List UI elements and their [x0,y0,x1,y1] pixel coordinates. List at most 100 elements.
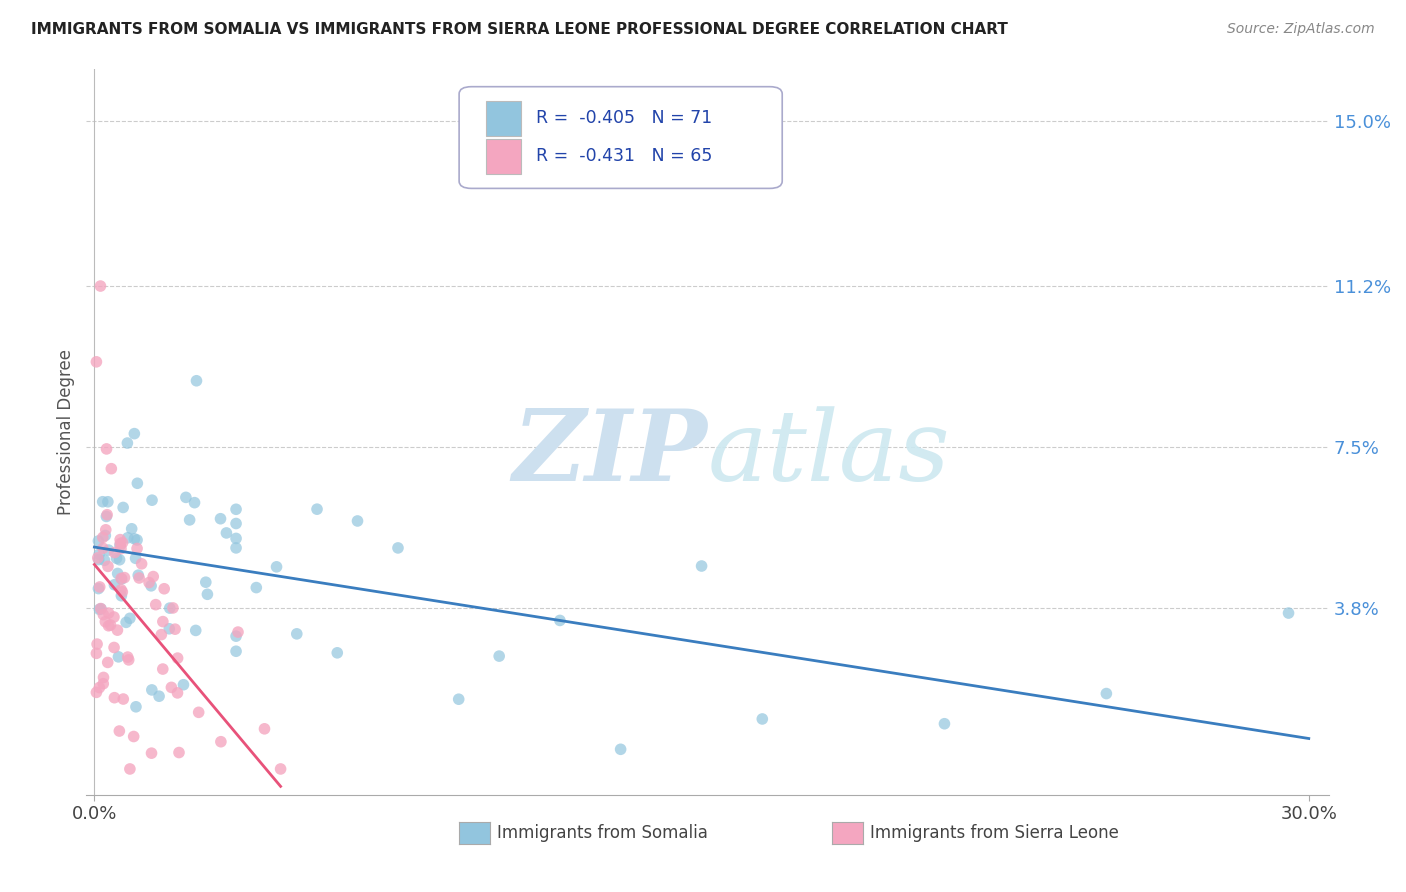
Point [107,623,129,637]
Point [142,569,165,583]
Point [751,712,773,726]
Point [447,692,470,706]
Point [93,670,115,684]
Point [148,690,170,704]
Point [112,500,135,515]
Point [91,541,114,556]
Point [166,686,188,700]
Point [346,514,368,528]
Point [125,541,148,556]
Text: Immigrants from Sierra Leone: Immigrants from Sierra Leone [870,824,1119,842]
Point [118,653,141,667]
Point [93,553,115,567]
Point [110,571,132,585]
Text: Source: ZipAtlas.com: Source: ZipAtlas.com [1227,22,1375,37]
Point [387,541,409,555]
Point [86,685,108,699]
Point [138,575,160,590]
Point [91,531,114,545]
Point [108,533,131,547]
Point [141,493,163,508]
Point [162,601,184,615]
Point [187,706,209,720]
Point [122,730,145,744]
Point [266,559,288,574]
Point [127,476,149,491]
Point [121,522,143,536]
Point [152,662,174,676]
Point [253,722,276,736]
Point [152,615,174,629]
Point [89,602,111,616]
Point [100,461,122,475]
Point [103,610,125,624]
Point [179,513,201,527]
Point [163,622,186,636]
Point [226,625,249,640]
FancyBboxPatch shape [460,87,782,188]
Point [97,656,120,670]
Point [87,533,110,548]
Point [305,502,328,516]
Point [141,746,163,760]
Point [110,582,132,597]
Point [111,585,134,599]
Point [89,681,111,695]
Point [186,374,208,388]
Point [110,541,132,556]
Point [97,559,120,574]
Point [159,601,181,615]
Point [108,538,131,552]
Text: IMMIGRANTS FROM SOMALIA VS IMMIGRANTS FROM SIERRA LEONE PROFESSIONAL DEGREE CORR: IMMIGRANTS FROM SOMALIA VS IMMIGRANTS FR… [31,22,1008,37]
Point [225,516,247,531]
Point [118,611,141,625]
Point [103,578,125,592]
Point [157,622,180,636]
Point [97,543,120,558]
Point [209,512,232,526]
Point [194,575,217,590]
Point [114,571,136,585]
Point [96,509,118,524]
Point [934,716,956,731]
Point [107,566,129,581]
Point [108,553,131,567]
Point [105,551,128,566]
Point [115,615,138,630]
Text: atlas: atlas [707,406,950,501]
Point [87,550,110,565]
Point [167,746,190,760]
Point [166,651,188,665]
Point [103,690,125,705]
Point [225,629,247,643]
Point [128,571,150,585]
Text: R =  -0.431   N = 65: R = -0.431 N = 65 [536,146,713,165]
Point [97,606,120,620]
Point [1095,687,1118,701]
Point [86,355,108,369]
Point [111,572,134,586]
Point [104,545,127,559]
Point [94,523,117,537]
Point [108,724,131,739]
Point [160,681,183,695]
Point [117,650,139,665]
Point [225,541,247,555]
Point [270,762,292,776]
Point [209,735,232,749]
Point [225,502,247,516]
Point [94,615,117,629]
Point [91,494,114,508]
Point [86,646,108,660]
Point [125,699,148,714]
Point [87,552,110,566]
Point [145,598,167,612]
Point [215,525,238,540]
FancyBboxPatch shape [486,139,522,174]
Point [111,535,134,549]
Y-axis label: Professional Degree: Professional Degree [58,349,75,515]
Point [690,559,713,574]
Point [89,547,111,561]
Point [153,582,176,596]
Point [609,742,631,756]
